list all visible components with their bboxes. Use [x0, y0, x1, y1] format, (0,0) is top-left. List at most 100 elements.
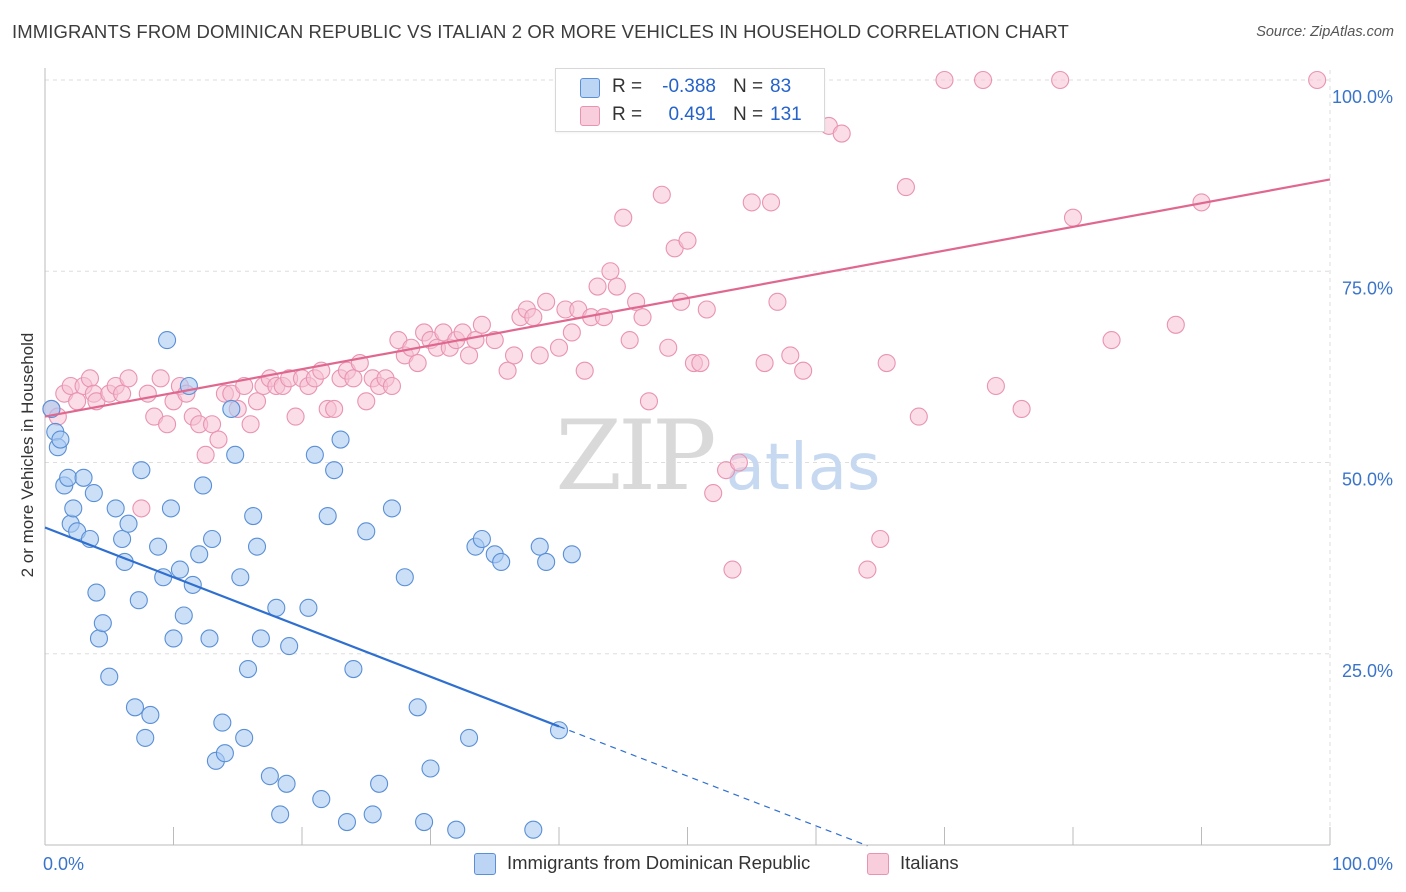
dominican-point: [158, 331, 177, 350]
italians-point: [524, 308, 543, 327]
dominican-point: [64, 499, 83, 518]
italians-point: [594, 308, 614, 327]
legend-n-label: N =: [733, 76, 764, 97]
italians-point: [1063, 208, 1083, 227]
dominican-point: [89, 629, 109, 648]
dominican-point: [271, 805, 290, 824]
dominican-point: [113, 529, 132, 549]
italians-point: [723, 560, 742, 579]
y-tick-label: 100.0%: [1332, 87, 1393, 107]
legend-n-label: N =: [733, 104, 764, 125]
legend-label-dominican: Immigrants from Dominican Republic: [507, 852, 811, 873]
y-tick-label: 50.0%: [1342, 470, 1393, 490]
dominican-point: [238, 659, 258, 679]
italians-point: [203, 415, 222, 434]
dominican-point: [106, 499, 125, 518]
italians-point: [498, 361, 517, 380]
italians-point: [132, 499, 151, 518]
tick-labels: 100.0% 75.0% 50.0% 25.0% 0.0% 100.0%: [43, 87, 1393, 874]
italians-point: [704, 484, 723, 503]
dominican-point: [530, 537, 549, 556]
italians-point: [877, 353, 896, 373]
italians-point: [1012, 399, 1031, 419]
italians-point: [832, 124, 851, 143]
dominican-point: [363, 805, 382, 824]
italians-point: [209, 430, 228, 449]
dominican-point: [149, 537, 168, 556]
italians-point: [575, 361, 594, 380]
dominican-point: [235, 728, 254, 747]
legend-swatch-blue: [474, 853, 496, 875]
italians-point: [357, 392, 376, 411]
dominican-point: [125, 698, 144, 717]
dominican-trend-line: [44, 526, 560, 728]
italians-point: [973, 70, 993, 90]
dominican-point: [194, 476, 213, 495]
watermark-zip: ZIP: [555, 400, 714, 512]
dominican-point: [524, 820, 543, 839]
dominican-point: [244, 506, 263, 526]
legend-swatch-pink: [580, 106, 600, 126]
dominican-point: [459, 728, 479, 747]
italians-point: [794, 361, 813, 380]
dominican-points: [42, 331, 581, 839]
dominican-point: [312, 790, 331, 809]
dominican-point: [164, 629, 183, 648]
italians-point: [68, 392, 87, 411]
dominican-point: [200, 629, 219, 648]
italians-point: [466, 331, 485, 350]
dominican-point: [226, 445, 245, 464]
legend-swatch-pink: [867, 853, 889, 875]
italians-point: [601, 262, 620, 281]
legend-r-value: -0.388: [662, 76, 716, 97]
italians-point: [344, 369, 363, 388]
italians-point: [652, 185, 671, 204]
dominican-point: [260, 767, 279, 786]
italians-point: [196, 445, 215, 464]
legend-r-value: 0.491: [668, 104, 716, 125]
dominican-point: [251, 629, 270, 648]
dominican-point: [84, 484, 103, 503]
italians-point: [691, 353, 710, 373]
dominican-point: [222, 399, 241, 419]
italians-point: [678, 231, 697, 250]
dominican-point: [447, 820, 466, 839]
italians-point: [247, 392, 267, 411]
dominican-point: [51, 430, 70, 449]
dominican-point: [549, 721, 569, 740]
chart-title: IMMIGRANTS FROM DOMINICAN REPUBLIC VS IT…: [12, 21, 1069, 42]
dominican-point: [331, 430, 350, 449]
dominican-trend-extension: [558, 725, 868, 847]
watermark: ZIP atlas: [555, 400, 880, 512]
italians-point: [485, 331, 504, 350]
italians-point: [80, 369, 100, 388]
italians-point: [119, 369, 138, 388]
italians-point: [235, 376, 254, 396]
italians-point: [871, 529, 890, 549]
y-tick-label: 25.0%: [1342, 661, 1393, 681]
y-axis-label-wrap: 2 or more Vehicles in Household: [8, 0, 48, 892]
italians-point: [459, 346, 479, 365]
italians-point: [1051, 70, 1070, 90]
dominican-point: [174, 606, 193, 625]
dominican-point: [203, 529, 222, 549]
trend-lines: [44, 178, 1331, 847]
dominican-point: [344, 659, 363, 679]
italians-point: [1166, 315, 1185, 334]
dominican-point: [325, 461, 344, 480]
legend-label-italians: Italians: [900, 852, 959, 873]
dominican-point: [170, 560, 189, 579]
x-tick-label: 0.0%: [43, 854, 84, 874]
italians-point: [158, 415, 177, 434]
dominican-point: [141, 705, 160, 725]
dominican-point: [492, 552, 511, 572]
italians-trend-line: [44, 178, 1331, 418]
italians-point: [562, 323, 581, 342]
italians-point: [633, 308, 652, 327]
italians-point: [325, 399, 344, 419]
italians-point: [986, 376, 1005, 396]
italians-point: [286, 407, 305, 426]
italians-point: [549, 338, 569, 357]
legend-r-label: R =: [612, 104, 643, 125]
dominican-point: [562, 545, 581, 564]
